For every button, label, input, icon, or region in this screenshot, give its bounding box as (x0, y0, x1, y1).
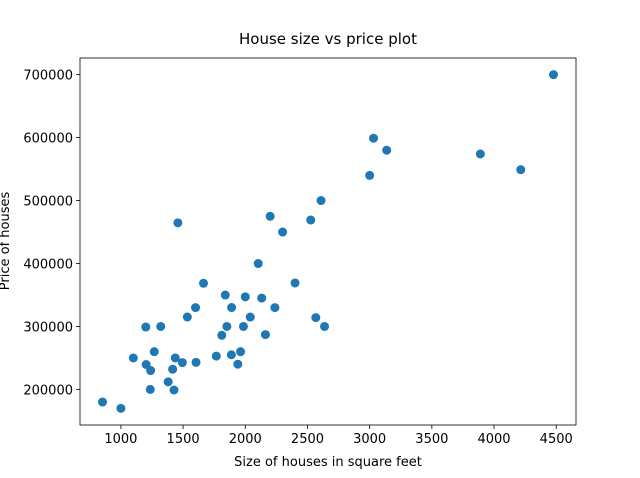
point (217, 330, 227, 340)
point (236, 347, 246, 357)
point (182, 312, 192, 322)
point (98, 397, 108, 407)
point (169, 385, 179, 395)
chart-title: House size vs price plot (239, 30, 417, 48)
point (168, 364, 178, 374)
point (116, 403, 126, 413)
y-axis-label: Price of houses (0, 192, 13, 291)
point (516, 165, 526, 175)
y-tick-label: 700000 (23, 69, 73, 84)
x-axis-label: Size of houses in square feet (234, 455, 422, 470)
point (222, 321, 232, 331)
point (163, 377, 173, 387)
point (211, 351, 221, 361)
x-tick-label: 3500 (415, 432, 448, 447)
point (226, 350, 236, 360)
point (548, 70, 558, 80)
x-tick-label: 4500 (540, 432, 573, 447)
point (365, 170, 375, 180)
point (290, 278, 300, 288)
point (278, 227, 288, 237)
point (306, 215, 316, 225)
x-tick-label: 2500 (291, 432, 324, 447)
point (128, 353, 138, 363)
point (177, 358, 187, 368)
point (238, 321, 248, 331)
point (141, 360, 151, 370)
point (191, 303, 201, 313)
point (227, 303, 237, 313)
y-tick-label: 200000 (23, 383, 73, 398)
x-tick-label: 2000 (229, 432, 262, 447)
point (369, 133, 379, 143)
x-tick-label: 1500 (167, 432, 200, 447)
x-tick-label: 1000 (104, 432, 137, 447)
y-tick-label: 300000 (23, 320, 73, 335)
point (240, 292, 250, 302)
point (145, 384, 155, 394)
point (260, 330, 270, 340)
point (270, 303, 280, 313)
point (320, 321, 330, 331)
point (245, 312, 255, 322)
point (257, 293, 267, 303)
point (141, 322, 151, 332)
point (475, 149, 485, 159)
point (156, 321, 166, 331)
point (253, 259, 263, 269)
x-tick-label: 3000 (353, 432, 386, 447)
x-tick-label: 4000 (477, 432, 510, 447)
point (316, 196, 326, 206)
point (170, 353, 180, 363)
axes-frame (79, 57, 577, 426)
point (233, 359, 243, 369)
point (382, 145, 392, 155)
point (191, 357, 201, 367)
point (173, 218, 183, 228)
y-tick-label: 400000 (23, 257, 73, 272)
point (199, 278, 209, 288)
point (265, 211, 275, 221)
point (149, 347, 159, 357)
y-tick-label: 500000 (23, 195, 73, 210)
point (311, 313, 321, 323)
point (220, 290, 230, 300)
y-tick-label: 600000 (23, 132, 73, 147)
